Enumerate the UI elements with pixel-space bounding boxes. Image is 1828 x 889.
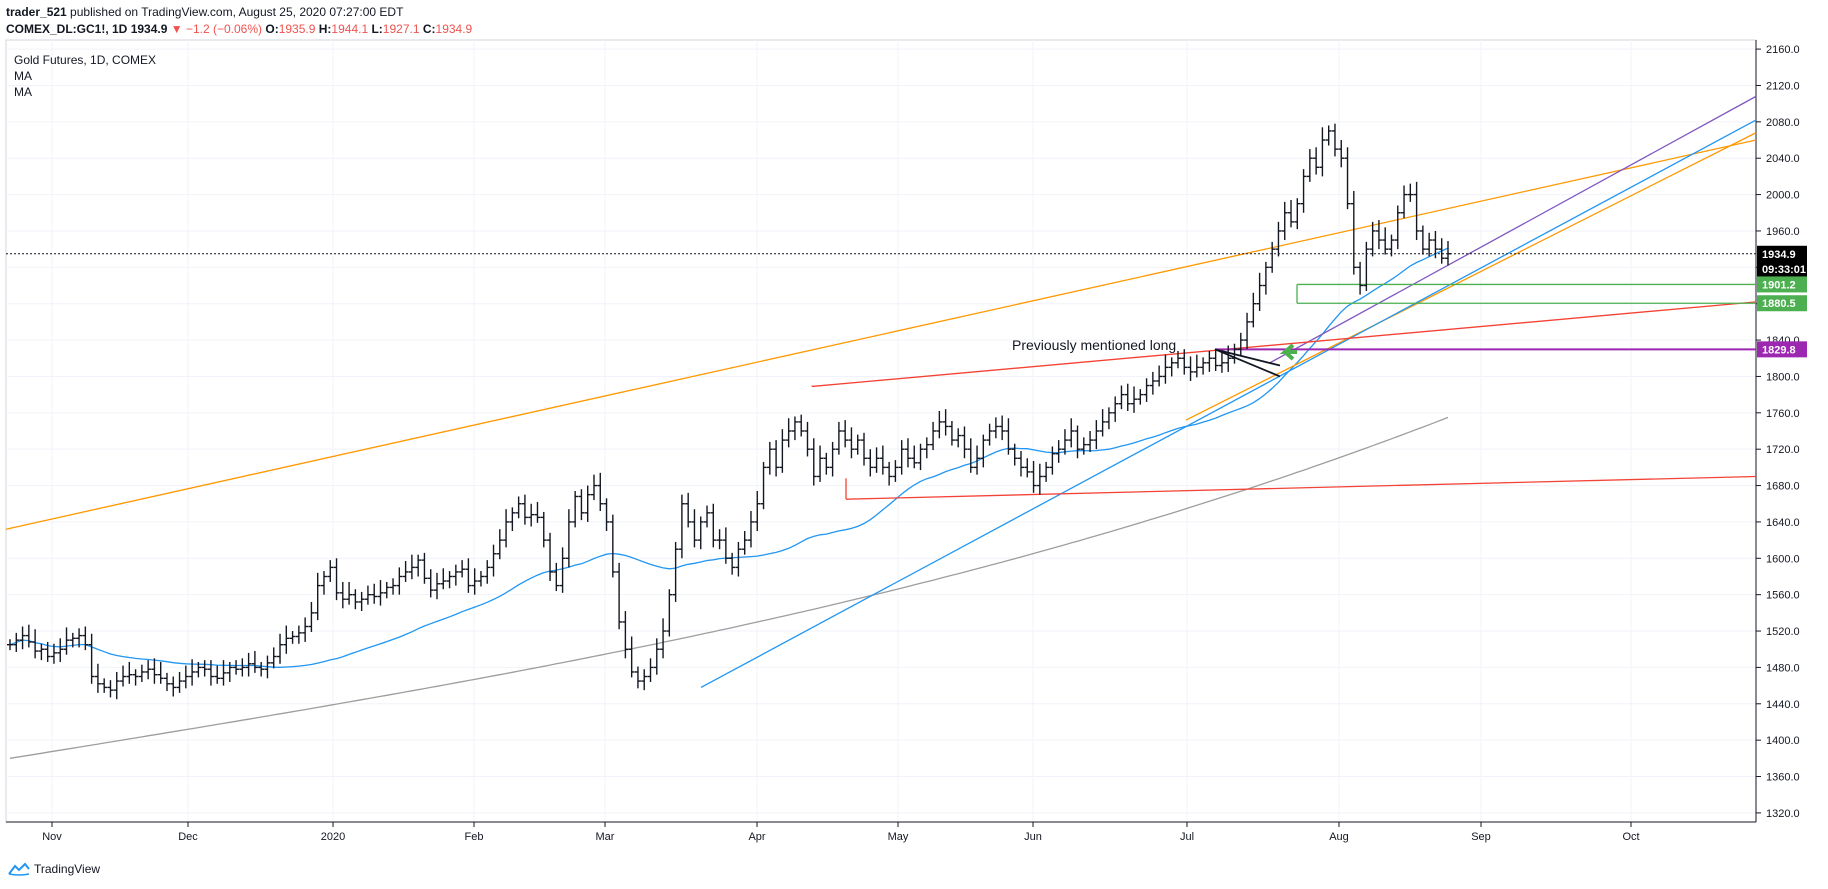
published-text: published on TradingView.com, August 25,… bbox=[66, 5, 404, 19]
green-arrow-icon bbox=[1279, 343, 1297, 361]
moving-averages bbox=[9, 247, 1449, 759]
price-chart[interactable]: Nov Dec 2020 Feb Mar Apr May Jun Jul Aug Sep Oct 13… bbox=[0, 0, 1828, 850]
legend-ma-1[interactable]: MA bbox=[14, 69, 32, 83]
y-tick-label: 2080.0 bbox=[1766, 117, 1800, 129]
y-tick-label: 1400.0 bbox=[1766, 735, 1800, 747]
footer: TradingView bbox=[8, 862, 100, 876]
x-tick-label: Jul bbox=[1180, 831, 1194, 843]
close-label: C: bbox=[422, 22, 436, 36]
high-value: 1944.1 bbox=[331, 22, 369, 36]
price-tag-label: 1880.5 bbox=[1762, 298, 1796, 310]
ma-line-blue bbox=[9, 247, 1449, 668]
trend-line-orange-long bbox=[5, 139, 1757, 530]
y-tick-label: 1320.0 bbox=[1766, 808, 1800, 820]
tradingview-logo-icon[interactable] bbox=[8, 862, 30, 876]
low-label: L: bbox=[371, 22, 383, 36]
y-tick-label: 1720.0 bbox=[1766, 444, 1800, 456]
price-tag-label: 1934.9 bbox=[1762, 249, 1796, 261]
annotation-text[interactable]: Previously mentioned long bbox=[1012, 337, 1176, 353]
x-tick-label: Nov bbox=[42, 831, 62, 843]
x-tick-label: Jun bbox=[1024, 831, 1042, 843]
drawing-tools[interactable] bbox=[5, 95, 1757, 688]
y-tick-label: 1680.0 bbox=[1766, 481, 1800, 493]
price-tag bbox=[1757, 295, 1807, 312]
x-tick-label: Oct bbox=[1622, 831, 1639, 843]
y-axis[interactable]: 1320.0 1360.0 1400.0 1440.0 1480.0 1520.0 1560… bbox=[1755, 40, 1800, 822]
tradingview-brand[interactable]: TradingView bbox=[34, 862, 101, 876]
price-tag-label: 1829.8 bbox=[1762, 344, 1796, 356]
y-tick-label: 1960.0 bbox=[1766, 226, 1800, 238]
y-tick-label: 2000.0 bbox=[1766, 190, 1800, 202]
y-tick-label: 1520.0 bbox=[1766, 626, 1800, 638]
x-axis[interactable]: Nov Dec 2020 Feb Mar Apr May Jun Jul Aug Sep Oct bbox=[6, 821, 1756, 843]
x-tick-label: 2020 bbox=[321, 831, 345, 843]
trend-line-red-lower bbox=[845, 475, 1757, 500]
chart-header: trader_521 published on TradingView.com,… bbox=[6, 4, 472, 38]
triangle-top bbox=[1214, 348, 1281, 367]
legend-title[interactable]: Gold Futures, 1D, COMEX bbox=[14, 53, 156, 67]
ohlc-bars bbox=[7, 123, 1451, 700]
y-tick-label: 2120.0 bbox=[1766, 80, 1800, 92]
author-name[interactable]: trader_521 bbox=[6, 5, 67, 19]
x-tick-label: Sep bbox=[1471, 831, 1491, 843]
low-value: 1927.1 bbox=[382, 22, 420, 36]
y-tick-label: 1800.0 bbox=[1766, 371, 1800, 383]
legend-ma-2[interactable]: MA bbox=[14, 85, 32, 99]
triangle-bottom bbox=[1214, 348, 1281, 378]
y-tick-label: 2040.0 bbox=[1766, 153, 1800, 165]
grid-lines bbox=[6, 40, 1756, 822]
ma-line-gray bbox=[9, 416, 1449, 759]
y-tick-label: 1560.0 bbox=[1766, 590, 1800, 602]
x-tick-label: May bbox=[888, 831, 909, 843]
price-tag-label: 09:33:01 bbox=[1762, 264, 1806, 276]
y-tick-label: 1760.0 bbox=[1766, 408, 1800, 420]
price-tag bbox=[1757, 341, 1807, 358]
high-label: H: bbox=[318, 22, 332, 36]
x-tick-label: Mar bbox=[596, 831, 615, 843]
y-tick-label: 1440.0 bbox=[1766, 699, 1800, 711]
price-tags: 1934.9 09:33:01 1901.2 1880.5 1829.8 bbox=[1757, 245, 1807, 358]
price-tag bbox=[1757, 261, 1807, 278]
x-tick-label: Dec bbox=[178, 831, 198, 843]
price-change: ▼ −1.2 (−0.06%) bbox=[170, 22, 263, 36]
trend-line-orange-short bbox=[1185, 132, 1757, 421]
y-tick-label: 1480.0 bbox=[1766, 662, 1800, 674]
open-label: O: bbox=[265, 22, 279, 36]
trend-line-blue bbox=[700, 119, 1757, 688]
x-tick-label: Feb bbox=[465, 831, 484, 843]
y-tick-label: 1360.0 bbox=[1766, 772, 1800, 784]
x-tick-label: Apr bbox=[748, 831, 765, 843]
price-tag bbox=[1757, 276, 1807, 293]
y-tick-label: 1600.0 bbox=[1766, 553, 1800, 565]
close-value: 1934.9 bbox=[435, 22, 473, 36]
y-tick-label: 1640.0 bbox=[1766, 517, 1800, 529]
trend-line-red-upper bbox=[811, 301, 1757, 388]
x-tick-label: Aug bbox=[1329, 831, 1349, 843]
last-price: 1934.9 bbox=[130, 22, 168, 36]
symbol-label[interactable]: COMEX_DL:GC1!, 1D bbox=[6, 22, 128, 36]
plot-area[interactable] bbox=[5, 39, 1757, 823]
open-value: 1935.9 bbox=[278, 22, 316, 36]
y-tick-label: 2160.0 bbox=[1766, 44, 1800, 56]
price-tag bbox=[1757, 245, 1807, 262]
price-tag-label: 1901.2 bbox=[1762, 279, 1796, 291]
trend-line-purple bbox=[1269, 95, 1757, 364]
